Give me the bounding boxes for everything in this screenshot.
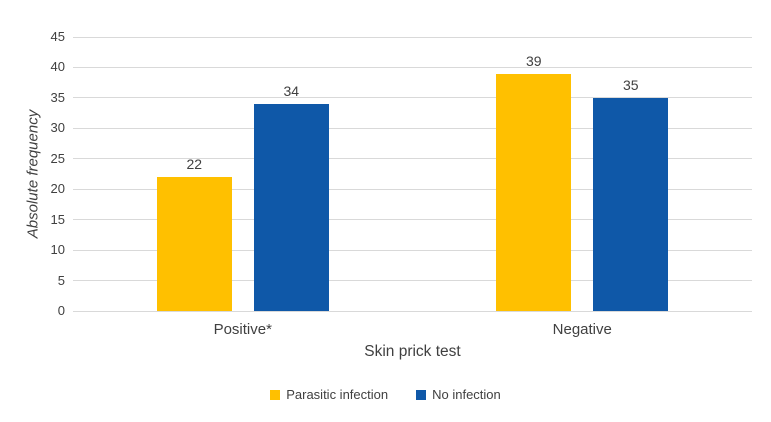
legend-swatch-no-infection (416, 390, 427, 400)
bar-parasitic-infection-negative (496, 73, 572, 311)
x-axis-title: Skin prick test (364, 343, 461, 360)
bar-parasitic-infection-positive (156, 177, 232, 311)
legend-label: No infection (432, 387, 501, 402)
bar-no-infection-negative (593, 97, 669, 311)
y-tick-label: 10 (50, 242, 65, 258)
legend-swatch-parasitic-infection (270, 390, 281, 400)
y-tick-label: 40 (50, 59, 65, 75)
legend-item: Parasitic infection (270, 388, 388, 402)
gridline (73, 188, 752, 190)
bar-no-infection-positive (253, 103, 329, 311)
data-label: 35 (622, 76, 639, 93)
gridline (73, 310, 752, 312)
gridline (73, 219, 752, 221)
gridline (73, 280, 752, 282)
gridline (73, 158, 752, 160)
plot-area (73, 36, 752, 312)
gridline (73, 36, 752, 38)
y-tick-label: 30 (50, 120, 65, 136)
gridline (73, 127, 752, 129)
y-tick-label: 20 (50, 181, 65, 197)
data-label: 22 (186, 156, 203, 173)
x-category-label: Negative (552, 321, 612, 338)
y-tick-label: 35 (50, 89, 65, 105)
y-tick-label: 25 (50, 150, 65, 166)
data-label: 39 (525, 52, 542, 69)
gridline (73, 249, 752, 251)
y-tick-label: 5 (57, 272, 65, 288)
gridline (73, 66, 752, 68)
y-tick-label: 45 (50, 29, 65, 44)
x-category-label: Positive* (213, 321, 272, 338)
data-label: 34 (283, 82, 300, 99)
legend-item: No infection (416, 388, 501, 402)
legend-label: Parasitic infection (286, 387, 389, 402)
gridline (73, 97, 752, 99)
y-tick-label: 15 (50, 211, 65, 227)
legend: Parasitic infection No infection (0, 388, 771, 402)
y-tick-label: 0 (57, 303, 65, 318)
